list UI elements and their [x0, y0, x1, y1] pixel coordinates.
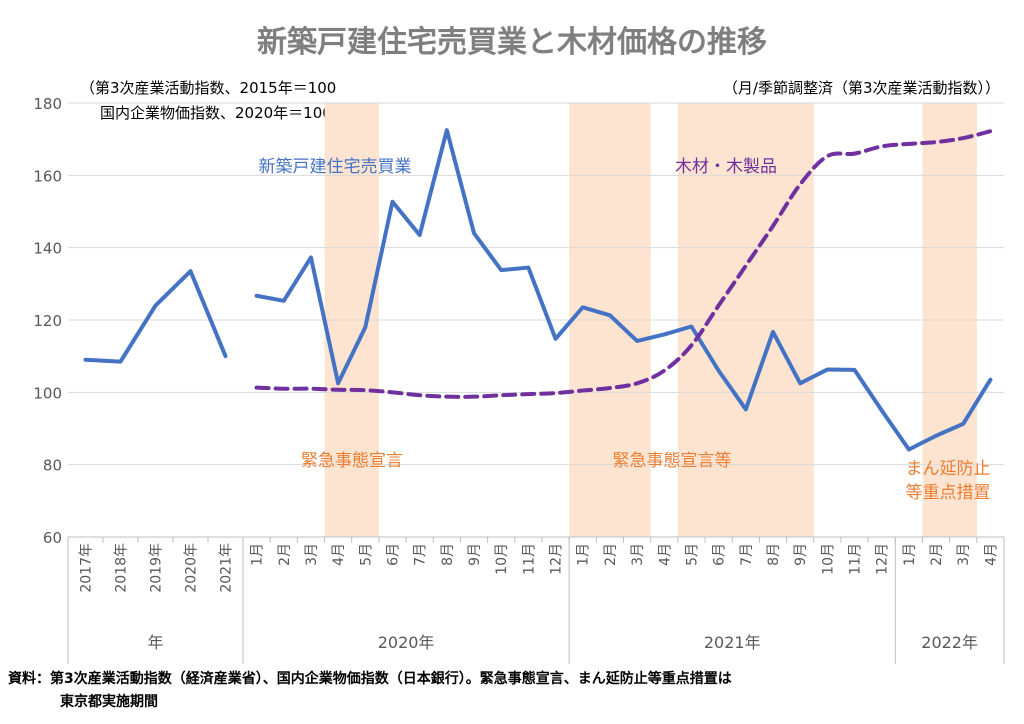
x-tick-label-month: 4月 — [331, 543, 347, 566]
x-tick-label-month: 8月 — [766, 543, 782, 566]
x-tick-label-month: 4月 — [657, 543, 673, 566]
right-note: （月/季節調整済（第3次産業活動指数）） — [723, 79, 1000, 97]
x-tick-label-month: 9月 — [793, 543, 809, 566]
x-tick-label-month: 2月 — [929, 543, 945, 566]
y-tick-label: 160 — [33, 167, 62, 185]
series-label-lumber: 木材・木製品 — [675, 157, 777, 177]
x-group-label: 年 — [147, 633, 163, 652]
x-tick-label-annual: 2020年 — [184, 543, 200, 593]
period-annotation-line2: 等重点措置 — [906, 483, 991, 503]
x-tick-label-annual: 2018年 — [114, 543, 130, 593]
period-annotation: 緊急事態宣言等 — [613, 451, 732, 471]
y-tick-label: 140 — [33, 240, 62, 258]
x-tick-label-month: 1月 — [576, 543, 592, 566]
y-axis: 60 80 100 120 140 160 180 — [33, 95, 62, 547]
period-annotation: まん延防止 — [906, 459, 991, 479]
x-tick-label-month: 2月 — [277, 543, 293, 566]
series-label-housing: 新築戸建住宅売買業 — [259, 157, 412, 177]
x-axis: 2017年 2018年 2019年 2020年 2021年 1月 2月 3月 4月 5月 6月 7月 8… — [67, 536, 1005, 664]
y-tick-label: 180 — [33, 95, 62, 113]
series-0-monthly-line — [254, 128, 993, 452]
x-tick-label-month: 8月 — [440, 543, 456, 566]
x-tick-label-annual: 2017年 — [79, 543, 95, 593]
left-note-line2: 国内企業物価指数、2020年＝100 ） — [100, 104, 352, 122]
x-group-label: 2021年 — [704, 633, 761, 652]
x-tick-label-month: 7月 — [413, 543, 429, 566]
x-tick-label-month: 1月 — [250, 543, 266, 566]
grid-lines — [68, 102, 1004, 538]
chart-title: 新築戸建住宅売買業と木材価格の推移 — [257, 25, 767, 60]
x-tick-label-month: 4月 — [983, 543, 999, 566]
series-lines — [83, 128, 993, 452]
x-tick-label-month: 12月 — [875, 543, 891, 575]
x-tick-label-month: 6月 — [712, 543, 728, 566]
period-annotation: 緊急事態宣言 — [301, 451, 403, 471]
x-tick-label-month: 6月 — [385, 543, 401, 566]
x-tick-label-month: 1月 — [902, 543, 918, 566]
x-tick-label-annual: 2021年 — [219, 543, 235, 593]
y-tick-label: 80 — [43, 457, 62, 475]
x-tick-label-month: 11月 — [521, 543, 537, 575]
series-0-annual-line — [83, 269, 228, 364]
series-1-monthly-line — [254, 129, 993, 399]
x-tick-label-month: 2月 — [603, 543, 619, 566]
source-line1: 資料：第3次産業活動指数（経済産業省）、国内企業物価指数（日本銀行）。緊急事態宣… — [8, 670, 732, 687]
x-tick-label-month: 10月 — [820, 543, 836, 575]
x-tick-label-month: 7月 — [739, 543, 755, 566]
x-tick-label-month: 3月 — [630, 543, 646, 566]
x-tick-label-month: 11月 — [848, 543, 864, 575]
y-tick-label: 100 — [33, 384, 62, 402]
x-group-label: 2022年 — [921, 633, 978, 652]
x-tick-label-month: 12月 — [549, 543, 565, 575]
x-group-label: 2020年 — [378, 633, 435, 652]
x-tick-label-month: 5月 — [684, 543, 700, 566]
source-line2: 東京都実施期間 — [60, 693, 158, 710]
x-tick-label-month: 3月 — [956, 543, 972, 566]
y-tick-label: 60 — [43, 529, 62, 547]
period-annotations: 緊急事態宣言 緊急事態宣言等 まん延防止等重点措置 — [301, 451, 991, 503]
y-tick-label: 120 — [33, 312, 62, 330]
x-tick-label-month: 9月 — [467, 543, 483, 566]
x-tick-label-annual: 2019年 — [149, 543, 165, 593]
x-tick-label-month: 10月 — [494, 543, 510, 575]
left-note-line1: （第3次産業活動指数、2015年＝100 — [80, 79, 336, 97]
x-tick-label-month: 3月 — [304, 543, 320, 566]
series-labels: 新築戸建住宅売買業 木材・木製品 — [259, 157, 778, 177]
x-tick-label-month: 5月 — [358, 543, 374, 566]
